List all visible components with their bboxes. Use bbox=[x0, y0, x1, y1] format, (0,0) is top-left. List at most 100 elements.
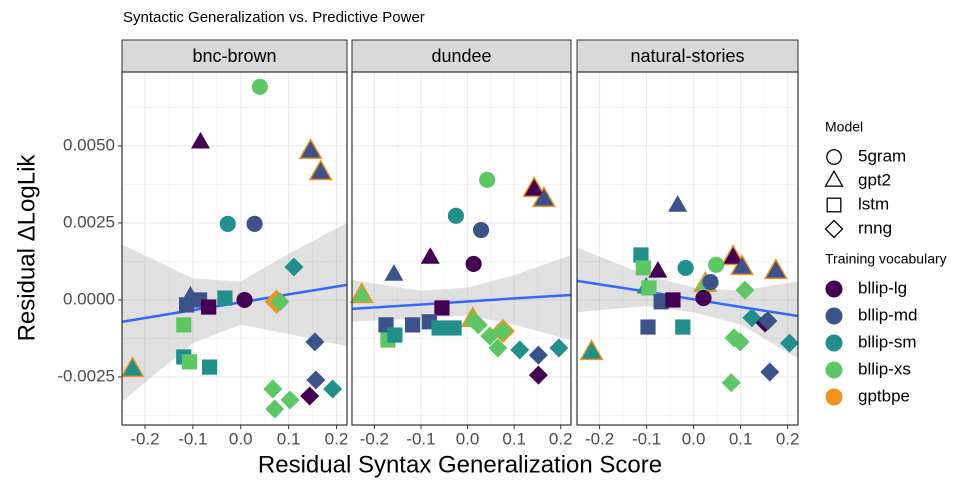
strip bbox=[576, 39, 799, 73]
panel-border bbox=[576, 71, 799, 426]
legend-symbol bbox=[824, 169, 844, 187]
point bbox=[665, 292, 681, 308]
point bbox=[723, 247, 743, 264]
point bbox=[265, 399, 285, 419]
point bbox=[549, 338, 569, 358]
trend-line bbox=[351, 293, 572, 311]
legend-symbol bbox=[825, 388, 843, 406]
point bbox=[510, 340, 530, 360]
x-tick-label: 0.2 bbox=[549, 429, 573, 448]
legend-label: lstm bbox=[858, 194, 889, 213]
point bbox=[323, 379, 343, 399]
point bbox=[446, 320, 462, 336]
point bbox=[640, 319, 656, 335]
point bbox=[176, 317, 192, 333]
point bbox=[524, 179, 544, 196]
legend-symbol bbox=[825, 307, 843, 325]
x-tick-label: 0.2 bbox=[776, 429, 800, 448]
legend-symbol bbox=[824, 219, 844, 239]
legend-title: Model bbox=[825, 119, 863, 135]
point bbox=[468, 315, 488, 335]
point bbox=[780, 333, 800, 353]
point bbox=[306, 370, 326, 390]
point bbox=[201, 299, 217, 315]
point bbox=[387, 327, 403, 343]
point bbox=[708, 256, 725, 273]
chart-title: Syntactic Generalization vs. Predictive … bbox=[123, 9, 425, 26]
point bbox=[760, 362, 780, 382]
legend-symbol bbox=[825, 334, 843, 352]
legend-label: bllip-xs bbox=[858, 359, 911, 378]
point bbox=[181, 354, 198, 370]
legend-label: bllip-md bbox=[858, 305, 918, 324]
panel bbox=[352, 72, 571, 425]
point bbox=[280, 390, 300, 410]
y-tick-label: 0.0025 bbox=[63, 212, 115, 231]
point bbox=[179, 297, 195, 313]
point bbox=[263, 379, 283, 399]
x-tick-label: -0.2 bbox=[130, 429, 159, 448]
strip-label: natural-stories bbox=[630, 46, 744, 66]
point bbox=[431, 320, 447, 336]
point bbox=[732, 256, 752, 274]
point bbox=[284, 257, 304, 277]
point bbox=[479, 171, 496, 188]
x-tick-label: 0.0 bbox=[682, 429, 706, 448]
x-tick-label: 0.0 bbox=[456, 429, 480, 448]
point bbox=[311, 162, 331, 179]
point bbox=[251, 78, 268, 95]
point bbox=[488, 338, 508, 358]
y-tick-label: -0.0025 bbox=[57, 366, 115, 385]
panel bbox=[577, 72, 798, 425]
point bbox=[648, 260, 668, 278]
point bbox=[766, 260, 786, 278]
point bbox=[472, 221, 490, 239]
point bbox=[420, 247, 440, 264]
y-tick-label: 0.0050 bbox=[63, 135, 115, 154]
point bbox=[465, 255, 482, 272]
point bbox=[641, 280, 657, 296]
point bbox=[653, 294, 669, 310]
legend-symbol bbox=[826, 197, 842, 213]
legend-label: 5gram bbox=[858, 146, 906, 165]
point bbox=[202, 359, 218, 375]
y-axis-label: Residual ΔLogLik bbox=[13, 154, 40, 342]
point bbox=[480, 326, 500, 346]
point bbox=[404, 317, 421, 333]
point bbox=[633, 247, 649, 263]
point bbox=[219, 215, 236, 232]
point bbox=[300, 386, 320, 406]
legend-label: rnng bbox=[858, 218, 892, 237]
x-tick-label: 0.1 bbox=[502, 429, 526, 448]
point bbox=[434, 300, 450, 316]
panel-border bbox=[351, 71, 572, 426]
legend-label: bllip-sm bbox=[858, 332, 917, 351]
point bbox=[270, 292, 290, 312]
point bbox=[534, 188, 554, 206]
point bbox=[352, 285, 372, 302]
point bbox=[721, 373, 741, 393]
legend-label: gpt2 bbox=[858, 170, 891, 189]
legend-label: bllip-lg bbox=[858, 278, 907, 297]
point bbox=[582, 341, 602, 359]
x-tick-label: -0.2 bbox=[585, 429, 614, 448]
point bbox=[735, 280, 755, 300]
point bbox=[301, 140, 321, 158]
x-tick-label: 0.0 bbox=[229, 429, 253, 448]
point bbox=[695, 290, 712, 307]
panel-border bbox=[121, 71, 348, 426]
point bbox=[528, 365, 548, 385]
point bbox=[758, 311, 778, 331]
strip bbox=[351, 39, 572, 73]
point bbox=[384, 264, 404, 281]
legend-symbol bbox=[825, 361, 843, 379]
point bbox=[217, 290, 233, 306]
point bbox=[123, 358, 143, 376]
point bbox=[246, 215, 263, 232]
x-tick-label: -0.1 bbox=[406, 429, 435, 448]
point bbox=[236, 291, 253, 309]
point bbox=[447, 207, 464, 224]
x-tick-label: 0.1 bbox=[729, 429, 753, 448]
point bbox=[702, 274, 719, 291]
